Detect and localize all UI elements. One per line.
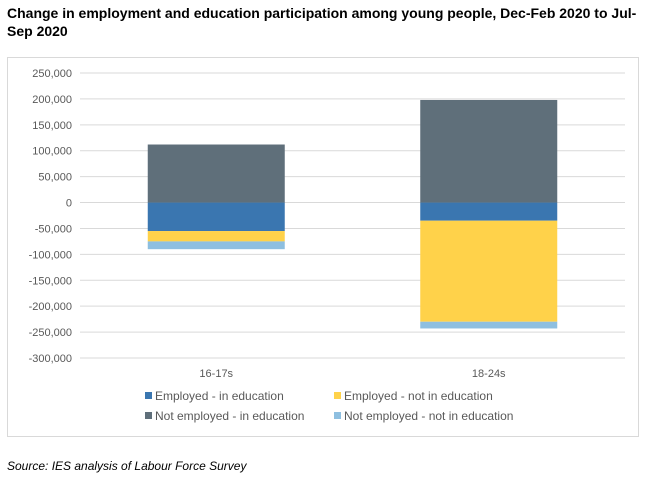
legend: Employed - in education Employed - not in… [145, 389, 513, 423]
y-tick-label: -200,000 [29, 301, 72, 313]
bar-segment [420, 202, 558, 221]
y-tick-label: -150,000 [29, 275, 72, 287]
bar-segment [147, 202, 285, 232]
legend-label: Not employed - in education [155, 409, 304, 423]
bar-segment [147, 144, 285, 203]
y-tick-label: 250,000 [32, 68, 72, 80]
legend-swatch [145, 412, 152, 419]
bar-segment [420, 321, 558, 329]
y-tick-label: 100,000 [32, 146, 72, 158]
x-tick-label: 18-24s [472, 368, 506, 380]
y-tick-label: 200,000 [32, 94, 72, 106]
bar-segment [420, 99, 558, 203]
source-note: Source: IES analysis of Labour Force Sur… [7, 459, 247, 473]
bar-segment [147, 241, 285, 250]
x-axis-ticks: 16-17s 18-24s [199, 368, 506, 380]
y-tick-label: 50,000 [38, 172, 72, 184]
chart-title: Change in employment and education parti… [7, 5, 637, 39]
legend-label: Not employed - not in education [344, 409, 513, 423]
y-tick-label: -100,000 [29, 249, 72, 261]
chart-svg: 250,000 200,000 150,000 100,000 50,000 0 -50,0… [29, 68, 625, 423]
chart-area: 250,000 200,000 150,000 100,000 50,000 0 -50,0… [7, 57, 639, 437]
y-axis-ticks: 250,000 200,000 150,000 100,000 50,000 0 -50,0… [29, 68, 72, 365]
y-tick-label: -300,000 [29, 353, 72, 365]
bars [147, 99, 558, 329]
y-tick-label: 150,000 [32, 120, 72, 132]
legend-swatch [145, 392, 152, 399]
bar-segment [420, 220, 558, 322]
bar-segment [147, 231, 285, 242]
legend-label: Employed - in education [155, 389, 284, 403]
legend-label: Employed - not in education [344, 389, 493, 403]
legend-swatch [334, 392, 341, 399]
legend-swatch [334, 412, 341, 419]
x-tick-label: 16-17s [199, 368, 233, 380]
y-tick-label: 0 [66, 198, 72, 210]
y-tick-label: -250,000 [29, 327, 72, 339]
y-tick-label: -50,000 [35, 223, 72, 235]
